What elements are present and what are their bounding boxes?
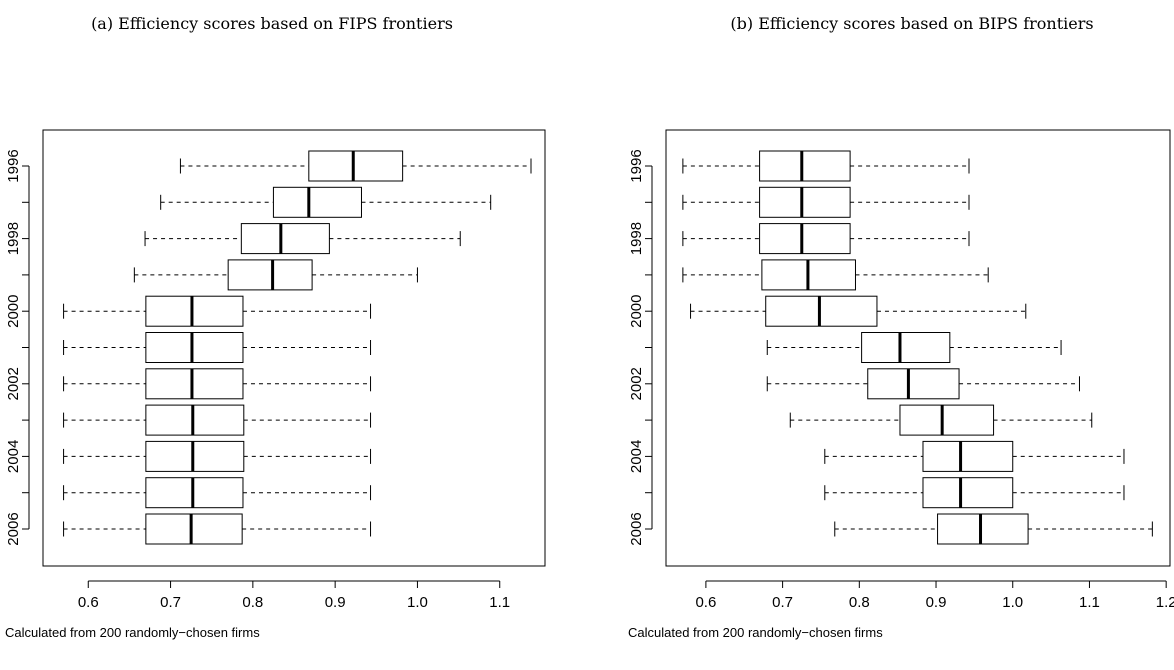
y-tick-label: 2002 bbox=[5, 367, 22, 400]
box-1998 bbox=[682, 223, 970, 255]
box-2004 bbox=[824, 440, 1125, 472]
y-tick-label: 2000 bbox=[5, 295, 22, 328]
box-iqr bbox=[759, 186, 851, 218]
y-tick-label: 2006 bbox=[628, 512, 645, 545]
box-2004 bbox=[63, 440, 372, 472]
x-tick-label: 1.0 bbox=[1002, 594, 1023, 611]
box-iqr bbox=[145, 295, 244, 327]
panel-caption: Calculated from 200 randomly−chosen firm… bbox=[628, 625, 883, 640]
y-tick-label: 1998 bbox=[5, 222, 22, 255]
box-2006 bbox=[63, 513, 372, 545]
box-2002 bbox=[766, 368, 1080, 400]
y-tick-label: 2004 bbox=[5, 440, 22, 473]
box-iqr bbox=[145, 477, 244, 509]
panel-title: (a) Efficiency scores based on FIPS fron… bbox=[91, 14, 453, 33]
box-iqr bbox=[937, 513, 1029, 545]
panel-title: (b) Efficiency scores based on BIPS fron… bbox=[730, 14, 1093, 33]
box-1999 bbox=[133, 259, 418, 291]
box-2001 bbox=[63, 332, 372, 363]
box-iqr bbox=[145, 513, 243, 545]
box-iqr bbox=[861, 332, 951, 363]
x-tick-label: 0.9 bbox=[926, 594, 947, 611]
y-tick-label: 2002 bbox=[628, 367, 645, 400]
box-1997 bbox=[682, 186, 970, 218]
box-2006 bbox=[834, 513, 1153, 545]
y-tick-label: 2006 bbox=[5, 512, 22, 545]
box-2003 bbox=[63, 404, 372, 436]
box-2000 bbox=[690, 295, 1027, 327]
box-1997 bbox=[160, 186, 492, 218]
box-1998 bbox=[144, 223, 461, 255]
x-tick-label: 0.8 bbox=[242, 594, 263, 611]
panel-fips: (a) Efficiency scores based on FIPS fron… bbox=[5, 14, 546, 640]
x-tick-label: 1.1 bbox=[1079, 594, 1100, 611]
box-iqr bbox=[765, 295, 878, 327]
x-tick-label: 0.9 bbox=[325, 594, 346, 611]
x-tick-label: 1.0 bbox=[407, 594, 428, 611]
box-1999 bbox=[682, 259, 989, 291]
box-iqr bbox=[272, 186, 362, 218]
panel-bips: (b) Efficiency scores based on BIPS fron… bbox=[628, 14, 1174, 640]
x-tick-label: 0.6 bbox=[695, 594, 716, 611]
box-iqr bbox=[145, 440, 245, 472]
box-iqr bbox=[240, 223, 330, 255]
panel-caption: Calculated from 200 randomly−chosen firm… bbox=[5, 625, 260, 640]
x-tick-label: 0.7 bbox=[160, 594, 181, 611]
box-iqr bbox=[759, 150, 851, 182]
x-tick-label: 1.2 bbox=[1156, 594, 1174, 611]
box-iqr bbox=[759, 223, 851, 255]
box-2002 bbox=[63, 368, 372, 400]
x-tick-label: 0.8 bbox=[849, 594, 870, 611]
box-iqr bbox=[867, 368, 960, 400]
box-2005 bbox=[63, 477, 372, 509]
box-iqr bbox=[922, 440, 1014, 472]
box-iqr bbox=[899, 404, 995, 436]
plot-frame bbox=[42, 129, 546, 567]
y-tick-label: 1996 bbox=[628, 149, 645, 182]
box-1996 bbox=[682, 150, 970, 182]
y-tick-label: 1998 bbox=[628, 222, 645, 255]
y-tick-label: 2000 bbox=[628, 295, 645, 328]
box-2000 bbox=[63, 295, 372, 327]
box-iqr bbox=[145, 332, 244, 363]
box-iqr bbox=[227, 259, 313, 291]
x-tick-label: 1.1 bbox=[489, 594, 510, 611]
box-2001 bbox=[766, 332, 1062, 363]
y-tick-label: 1996 bbox=[5, 149, 22, 182]
x-tick-label: 0.6 bbox=[78, 594, 99, 611]
box-1996 bbox=[179, 150, 532, 182]
box-iqr bbox=[145, 368, 244, 400]
box-iqr bbox=[922, 477, 1014, 509]
box-2005 bbox=[824, 477, 1125, 509]
box-iqr bbox=[145, 404, 245, 436]
box-iqr bbox=[308, 150, 404, 182]
plot-frame bbox=[665, 129, 1171, 567]
box-2003 bbox=[789, 404, 1093, 436]
x-tick-label: 0.7 bbox=[772, 594, 793, 611]
y-tick-label: 2004 bbox=[628, 440, 645, 473]
